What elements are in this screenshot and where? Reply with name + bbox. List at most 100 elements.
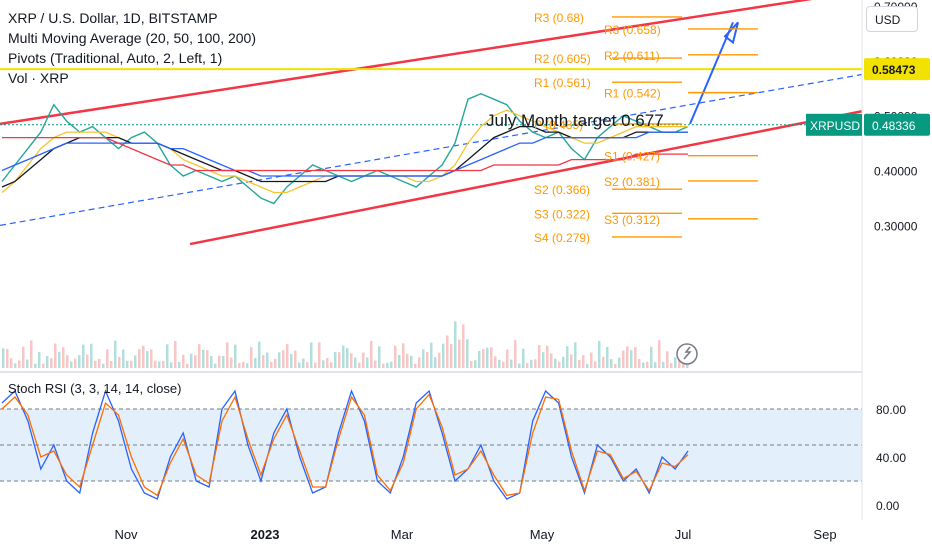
- stoch-rsi-lines: [1, 389, 689, 500]
- volume-bar: [298, 362, 301, 368]
- volume-bar: [414, 363, 417, 368]
- y-tick-label: 0.30000: [874, 219, 918, 233]
- volume-bar: [142, 345, 145, 368]
- volume-bar: [486, 347, 489, 368]
- rsi-y-tick-label: 0.00: [876, 499, 900, 513]
- rsi-y-tick-label: 40.00: [876, 451, 906, 465]
- currency-button[interactable]: USD: [866, 6, 918, 32]
- pivot-label: R3 (0.68): [534, 11, 584, 25]
- volume-bar: [354, 357, 357, 368]
- volume-bar: [406, 353, 409, 368]
- volume-bar: [418, 357, 421, 368]
- volume-bar: [222, 355, 225, 368]
- volume-bar: [614, 363, 617, 368]
- volume-bar: [434, 357, 437, 368]
- indicator-mma[interactable]: Multi Moving Average (20, 50, 100, 200): [8, 30, 257, 46]
- volume-bar: [182, 354, 185, 368]
- x-tick-label: May: [530, 527, 555, 542]
- volume-bar: [234, 344, 237, 368]
- volume-bar: [290, 354, 293, 368]
- volume-bar: [538, 344, 541, 368]
- volume-bar: [446, 335, 449, 368]
- volume-bar: [366, 357, 369, 368]
- volume-bar: [62, 347, 65, 368]
- replay-icon: [676, 343, 698, 365]
- volume-bar: [154, 360, 157, 368]
- volume-bar: [382, 363, 385, 368]
- volume-bar: [18, 360, 21, 368]
- volume-bar: [338, 352, 341, 368]
- volume-bar: [90, 343, 93, 368]
- volume-bar: [462, 324, 465, 368]
- volume-bar: [510, 359, 513, 368]
- volume-bar: [230, 357, 233, 368]
- volume-bar: [626, 346, 629, 368]
- volume-bar: [214, 363, 217, 368]
- volume-bar: [654, 362, 657, 368]
- pivot-label: R3 (0.658): [604, 23, 661, 37]
- volume-bar: [314, 362, 317, 368]
- volume-bar: [22, 346, 25, 368]
- volume-bar: [494, 356, 497, 368]
- volume-bar: [514, 340, 517, 368]
- volume-bar: [422, 349, 425, 368]
- volume-bar: [478, 350, 481, 368]
- volume-bar: [346, 348, 349, 368]
- pivot-label: R1 (0.561): [534, 76, 591, 90]
- volume-bar: [386, 362, 389, 368]
- pivot-label: R1 (0.542): [604, 87, 661, 101]
- volume-bar: [278, 352, 281, 368]
- volume-bar: [398, 354, 401, 368]
- volume-bar: [582, 355, 585, 368]
- indicator-pivots[interactable]: Pivots (Traditional, Auto, 2, Left, 1): [8, 50, 223, 66]
- volume-bar: [482, 349, 485, 368]
- stoch-rsi-title[interactable]: Stoch RSI (3, 3, 14, 14, close): [8, 381, 182, 396]
- volume-bar: [274, 358, 277, 368]
- volume-bar: [490, 347, 493, 368]
- volume-bar: [26, 359, 29, 368]
- volume-bar: [342, 345, 345, 368]
- symbol-title[interactable]: XRP / U.S. Dollar, 1D, BITSTAMP: [8, 10, 218, 26]
- volume-bar: [130, 360, 133, 368]
- volume-bar: [310, 342, 313, 368]
- indicator-volume[interactable]: Vol · XRP: [8, 70, 69, 86]
- volume-bars: [2, 321, 689, 368]
- pivot-label: S2 (0.381): [604, 175, 660, 189]
- volume-bar: [502, 361, 505, 368]
- volume-bar: [642, 362, 645, 368]
- volume-bar: [102, 363, 105, 368]
- volume-bar: [110, 360, 113, 368]
- volume-bar: [218, 355, 221, 368]
- pivot-label: S3 (0.312): [604, 213, 660, 227]
- y-tick-label: 0.40000: [874, 165, 918, 179]
- channel-midline: [0, 73, 863, 226]
- volume-bar: [358, 362, 361, 368]
- volume-bar: [466, 339, 469, 368]
- volume-bar: [146, 351, 149, 368]
- replay-icon-bolt: [683, 346, 692, 360]
- volume-bar: [498, 359, 501, 368]
- series-line-xrpusd: [1, 92, 689, 205]
- volume-bar: [678, 356, 681, 368]
- volume-bar: [390, 361, 393, 368]
- volume-bar: [178, 361, 181, 368]
- volume-bar: [54, 343, 57, 368]
- volume-bar: [362, 352, 365, 368]
- channel-upper-line: [0, 0, 813, 126]
- volume-bar: [134, 355, 137, 368]
- volume-bar: [318, 342, 321, 368]
- volume-bar: [326, 357, 329, 368]
- volume-bar: [118, 357, 121, 368]
- volume-bar: [554, 358, 557, 368]
- volume-bar: [650, 346, 653, 368]
- volume-bar: [258, 341, 261, 368]
- volume-bar: [518, 363, 521, 368]
- volume-bar: [266, 352, 269, 368]
- volume-bar: [38, 351, 41, 368]
- volume-bar: [170, 362, 173, 368]
- volume-bar: [194, 355, 197, 368]
- volume-bar: [334, 351, 337, 368]
- volume-bar: [526, 363, 529, 368]
- rsi-background: [0, 371, 862, 482]
- volume-bar: [522, 348, 525, 368]
